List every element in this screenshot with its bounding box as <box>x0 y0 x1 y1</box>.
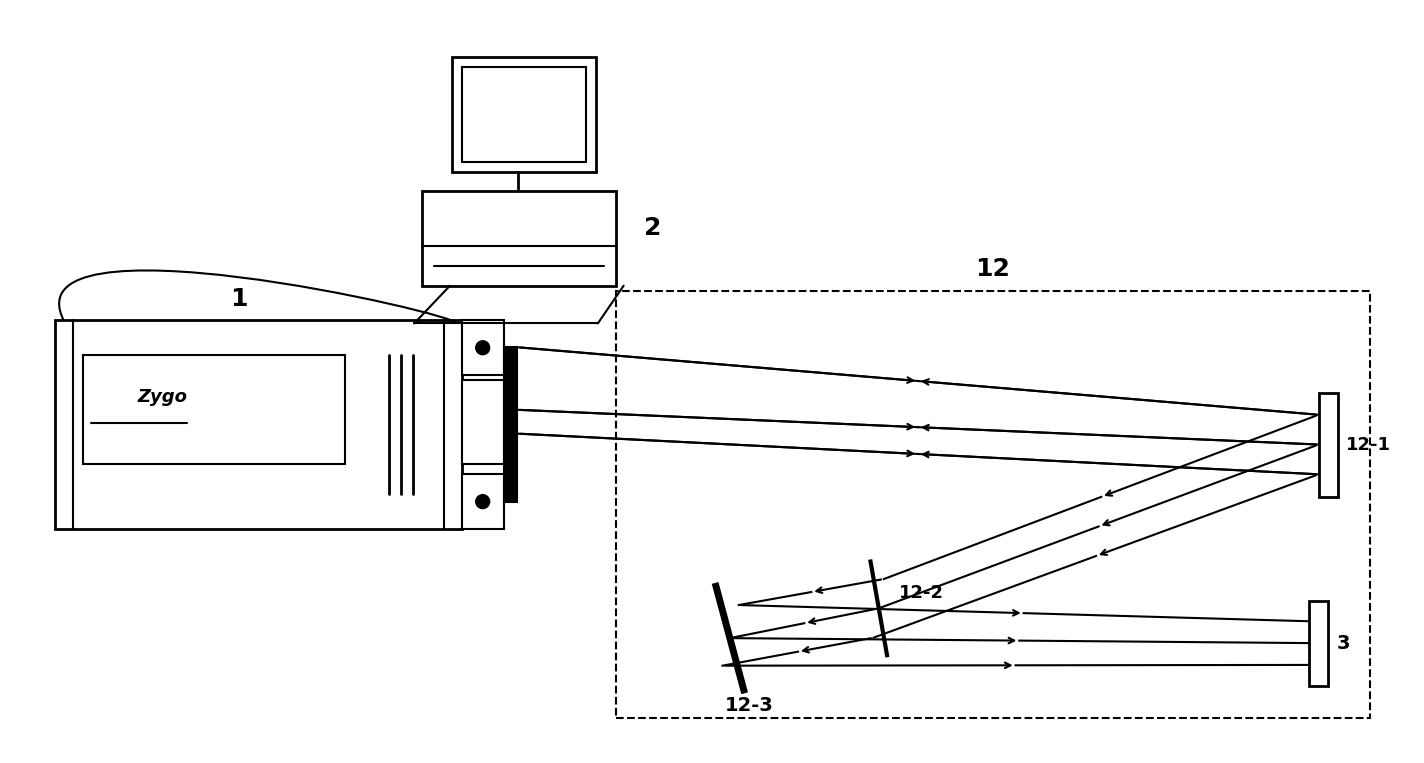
Bar <box>1319 393 1339 497</box>
Bar <box>461 67 585 162</box>
Text: 1: 1 <box>229 287 248 311</box>
Circle shape <box>476 341 490 355</box>
Bar <box>504 347 517 502</box>
Bar <box>83 356 345 465</box>
Bar <box>54 320 461 529</box>
Bar <box>461 475 504 529</box>
Text: 12-1: 12-1 <box>1346 436 1391 453</box>
Text: 12-2: 12-2 <box>899 584 944 603</box>
Bar <box>1309 601 1329 686</box>
Text: 12-3: 12-3 <box>725 696 773 715</box>
Bar <box>451 57 595 172</box>
Bar <box>422 192 615 285</box>
Circle shape <box>476 494 490 509</box>
Bar <box>461 380 504 465</box>
Bar <box>461 320 504 375</box>
Text: 3: 3 <box>1336 633 1350 652</box>
Bar <box>615 291 1370 717</box>
Text: 2: 2 <box>644 216 661 240</box>
Text: 12: 12 <box>975 257 1011 281</box>
Text: Zygo: Zygo <box>137 388 187 406</box>
